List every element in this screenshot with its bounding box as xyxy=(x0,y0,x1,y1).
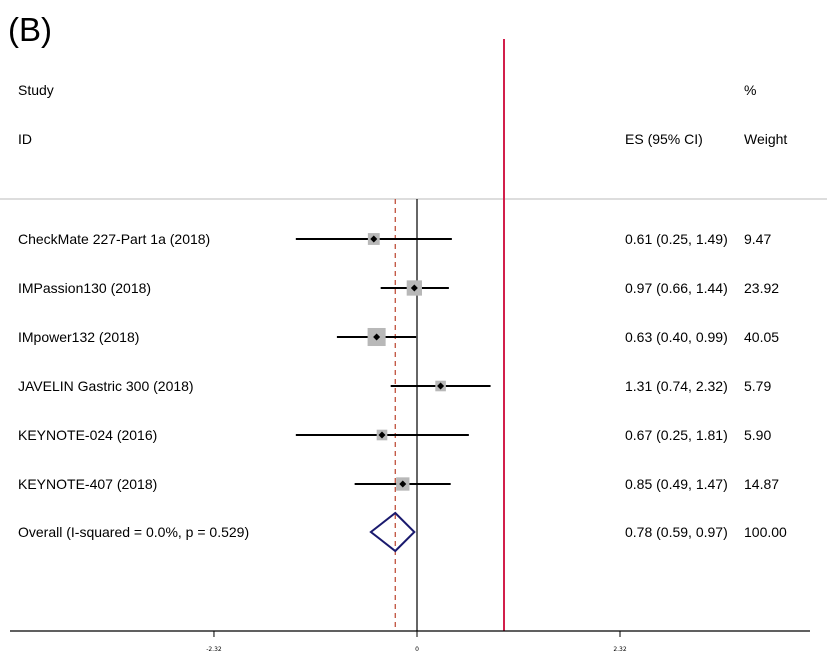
study-row: CheckMate 227-Part 1a (2018) 0.61 (0.25, … xyxy=(18,231,771,247)
point-estimate-marker xyxy=(399,480,407,488)
study-name: IMpower132 (2018) xyxy=(18,329,139,345)
point-estimate-marker xyxy=(370,235,378,243)
weight-value: 5.90 xyxy=(744,427,771,443)
es-ci-value: 0.67 (0.25, 1.81) xyxy=(625,427,728,443)
point-estimate-marker xyxy=(373,333,381,341)
es-ci-value: 0.85 (0.49, 1.47) xyxy=(625,476,728,492)
overall-es-ci: 0.78 (0.59, 0.97) xyxy=(625,524,728,540)
point-estimate-marker xyxy=(437,382,445,390)
overall-weight: 100.00 xyxy=(744,524,787,540)
study-row: JAVELIN Gastric 300 (2018) 1.31 (0.74, 2.… xyxy=(18,378,771,394)
header-study: Study xyxy=(18,82,54,98)
panel-label: (B) xyxy=(8,11,52,48)
study-name: CheckMate 227-Part 1a (2018) xyxy=(18,231,210,247)
es-ci-value: 0.97 (0.66, 1.44) xyxy=(625,280,728,296)
overall-label: Overall (I-squared = 0.0%, p = 0.529) xyxy=(18,524,249,540)
study-rows: CheckMate 227-Part 1a (2018) 0.61 (0.25, … xyxy=(18,231,787,553)
weight-value: 23.92 xyxy=(744,280,779,296)
study-row: IMPassion130 (2018) 0.97 (0.66, 1.44) 23.9… xyxy=(18,280,779,296)
study-name: JAVELIN Gastric 300 (2018) xyxy=(18,378,194,394)
weight-value: 40.05 xyxy=(744,329,779,345)
header-id: ID xyxy=(18,131,32,147)
point-estimate-marker xyxy=(378,431,386,439)
study-row: KEYNOTE-024 (2016) 0.67 (0.25, 1.81) 5.90 xyxy=(18,427,771,443)
header-weight: Weight xyxy=(744,131,787,147)
overall-row: Overall (I-squared = 0.0%, p = 0.529) 0.7… xyxy=(18,511,787,553)
study-name: KEYNOTE-407 (2018) xyxy=(18,476,157,492)
study-name: KEYNOTE-024 (2016) xyxy=(18,427,157,443)
x-tick-label: 2.32 xyxy=(613,646,627,653)
x-axis-ticks: -2.32 0 2.32 xyxy=(206,631,627,653)
study-name: IMPassion130 (2018) xyxy=(18,280,151,296)
es-ci-value: 0.63 (0.40, 0.99) xyxy=(625,329,728,345)
header-es-ci: ES (95% CI) xyxy=(625,131,703,147)
weight-value: 5.79 xyxy=(744,378,771,394)
weight-value: 14.87 xyxy=(744,476,779,492)
es-ci-value: 1.31 (0.74, 2.32) xyxy=(625,378,728,394)
x-tick-label: 0 xyxy=(415,646,419,653)
es-ci-value: 0.61 (0.25, 1.49) xyxy=(625,231,728,247)
study-row: IMpower132 (2018) 0.63 (0.40, 0.99) 40.05 xyxy=(18,327,779,347)
x-tick-label: -2.32 xyxy=(206,646,222,653)
study-row: KEYNOTE-407 (2018) 0.85 (0.49, 1.47) 14.87 xyxy=(18,476,779,492)
overall-diamond xyxy=(369,511,416,553)
header-percent: % xyxy=(744,82,756,98)
weight-value: 9.47 xyxy=(744,231,771,247)
point-estimate-marker xyxy=(410,284,418,292)
